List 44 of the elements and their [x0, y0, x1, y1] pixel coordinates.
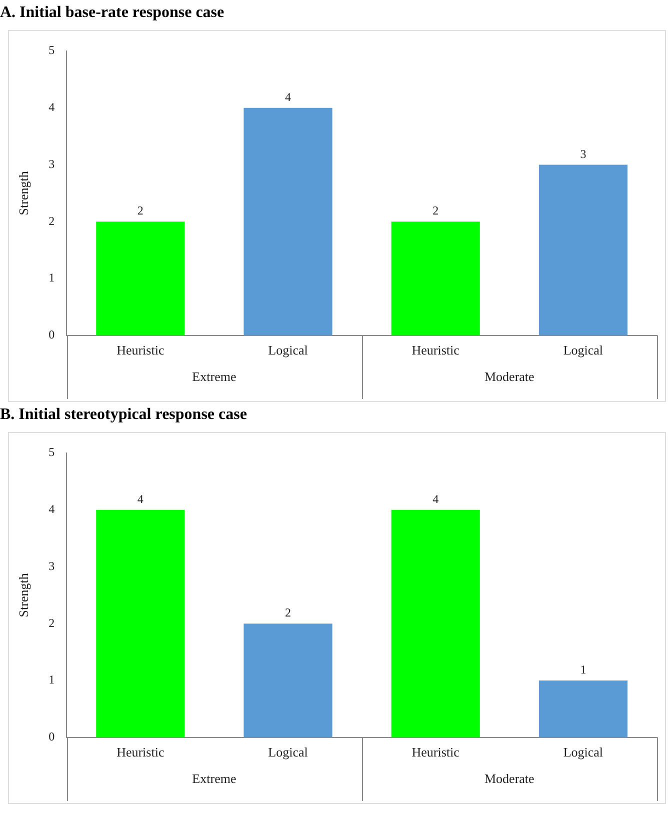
x-tick-label: Heuristic — [412, 744, 460, 760]
y-tick-label: 0 — [48, 328, 55, 342]
y-axis-title: Strength — [16, 572, 32, 618]
y-tick-label: 2 — [48, 616, 55, 630]
text: Extreme — [192, 368, 236, 384]
y-tick-label: 0 — [48, 730, 55, 744]
data-label: 2 — [285, 606, 291, 620]
data-label: 3 — [580, 146, 586, 161]
text: Extreme — [192, 770, 236, 786]
data-label: 2 — [137, 204, 144, 218]
data-label: 4 — [137, 492, 144, 506]
y-tick-label: 4 — [48, 502, 55, 516]
x-tick-label: Logical — [268, 744, 308, 760]
y-tick-label: 5 — [48, 445, 55, 460]
bar — [96, 510, 185, 738]
bar — [538, 164, 628, 336]
y-tick-label: 3 — [48, 558, 55, 573]
y-tick-label: 1 — [48, 672, 55, 687]
x-tick-label: Heuristic — [116, 744, 164, 760]
x-tick-label: Logical — [563, 744, 604, 760]
x-tick-label: Heuristic — [116, 342, 164, 358]
chart-title: B. Initial stereotypical response case — [0, 405, 248, 425]
text: Moderate — [484, 368, 535, 384]
data-label: 1 — [580, 662, 586, 677]
data-label: 4 — [432, 492, 439, 506]
y-tick-label: 4 — [48, 100, 55, 114]
x-tick-label: Logical — [268, 342, 308, 358]
bar — [391, 222, 480, 336]
text: Moderate — [484, 770, 535, 786]
y-tick-label: 5 — [48, 43, 55, 58]
chart-title: A. Initial base-rate response case — [0, 3, 226, 23]
data-label: 4 — [285, 90, 291, 104]
data-label: 2 — [432, 204, 439, 218]
bar — [391, 510, 480, 738]
y-axis-title: Strength — [16, 170, 32, 216]
y-tick-label: 2 — [48, 214, 55, 228]
x-tick-label: Heuristic — [412, 342, 460, 358]
x-tick-label: Logical — [563, 342, 604, 358]
bar — [244, 624, 332, 738]
y-tick-label: 3 — [48, 156, 55, 171]
bar — [244, 108, 332, 336]
y-tick-label: 1 — [48, 270, 55, 285]
bar — [96, 222, 185, 336]
bar — [538, 680, 628, 738]
